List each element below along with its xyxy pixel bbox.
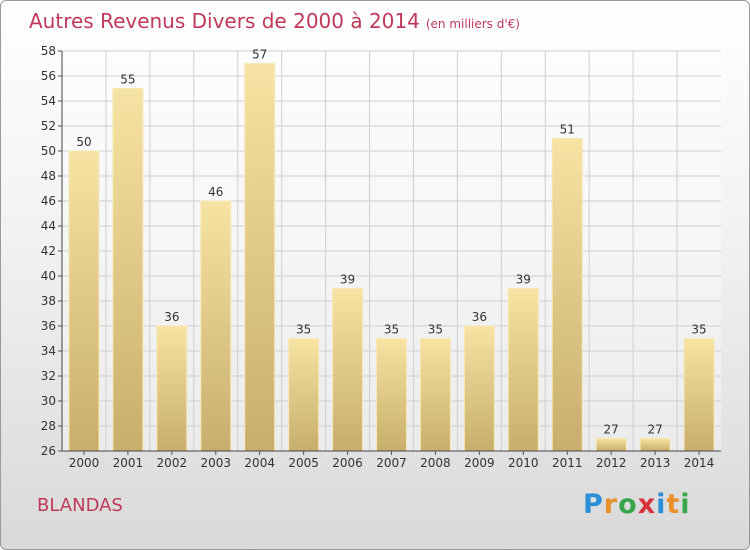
y-tick-label: 46 — [41, 194, 56, 208]
x-tick-label: 2009 — [464, 456, 495, 470]
y-tick-label: 30 — [41, 394, 56, 408]
bar-value-label: 55 — [120, 73, 135, 87]
y-tick-label: 28 — [41, 419, 56, 433]
y-tick-label: 26 — [41, 444, 56, 458]
x-tick-label: 2006 — [332, 456, 363, 470]
bar — [683, 338, 715, 452]
bar-value-label: 46 — [208, 185, 223, 199]
bar — [200, 200, 232, 452]
y-tick-label: 34 — [41, 344, 56, 358]
chart-title-unit: (en milliers d'€) — [425, 17, 520, 31]
y-tick-label: 52 — [41, 119, 56, 133]
x-tick-label: 2003 — [200, 456, 231, 470]
bar — [288, 338, 320, 452]
bar — [419, 338, 451, 452]
bar — [112, 88, 144, 452]
bar-value-label: 39 — [516, 273, 531, 287]
y-tick-label: 54 — [41, 94, 56, 108]
y-tick-label: 50 — [41, 144, 56, 158]
logo-letter: P — [583, 489, 604, 520]
x-tick-label: 2002 — [157, 456, 188, 470]
bar — [595, 438, 627, 452]
bar-value-label: 35 — [428, 323, 443, 337]
y-tick-label: 56 — [41, 69, 56, 83]
bar-value-label: 36 — [164, 310, 179, 324]
logo-letter: r — [603, 489, 619, 520]
proxiti-logo: Proxiti — [583, 489, 691, 520]
x-tick-label: 2004 — [244, 456, 275, 470]
y-tick-label: 48 — [41, 169, 56, 183]
y-tick-label: 32 — [41, 369, 56, 383]
y-tick-label: 36 — [41, 319, 56, 333]
y-tick-label: 42 — [41, 244, 56, 258]
logo-letter: t — [666, 489, 681, 520]
x-tick-label: 2012 — [596, 456, 627, 470]
x-tick-label: 2010 — [508, 456, 539, 470]
bar-value-label: 27 — [647, 423, 662, 437]
chart-title-text: Autres Revenus Divers de 2000 à 2014 — [29, 9, 420, 33]
bar-value-label: 35 — [691, 323, 706, 337]
bar — [463, 325, 495, 452]
logo-letter: i — [656, 489, 667, 520]
y-tick-label: 58 — [41, 44, 56, 58]
bar — [332, 288, 364, 452]
x-tick-label: 2001 — [113, 456, 144, 470]
bar-value-label: 27 — [604, 423, 619, 437]
bar — [507, 288, 539, 452]
bar-value-label: 57 — [252, 48, 267, 62]
commune-name: BLANDAS — [37, 495, 123, 516]
bar — [376, 338, 407, 452]
bar-value-label: 50 — [76, 135, 91, 149]
bar-value-label: 36 — [472, 310, 487, 324]
x-tick-label: 2007 — [376, 456, 407, 470]
logo-letter: i — [680, 489, 691, 520]
bar-value-label: 51 — [560, 123, 575, 137]
bar-value-label: 35 — [384, 323, 399, 337]
chart-title: Autres Revenus Divers de 2000 à 2014 (en … — [29, 9, 520, 33]
logo-letter: x — [637, 489, 657, 520]
bar — [244, 63, 276, 452]
x-tick-label: 2000 — [69, 456, 100, 470]
bar — [551, 138, 583, 452]
bar — [68, 150, 100, 452]
x-tick-label: 2014 — [684, 456, 715, 470]
bar — [639, 438, 671, 452]
y-tick-label: 38 — [41, 294, 56, 308]
x-tick-label: 2008 — [420, 456, 451, 470]
y-tick-label: 40 — [41, 269, 56, 283]
x-tick-label: 2011 — [552, 456, 583, 470]
y-tick-label: 44 — [41, 219, 56, 233]
x-tick-label: 2005 — [288, 456, 319, 470]
logo-letter: o — [618, 489, 638, 520]
bar — [156, 325, 188, 452]
bar-value-label: 39 — [340, 273, 355, 287]
x-tick-label: 2013 — [640, 456, 671, 470]
bar-value-label: 35 — [296, 323, 311, 337]
